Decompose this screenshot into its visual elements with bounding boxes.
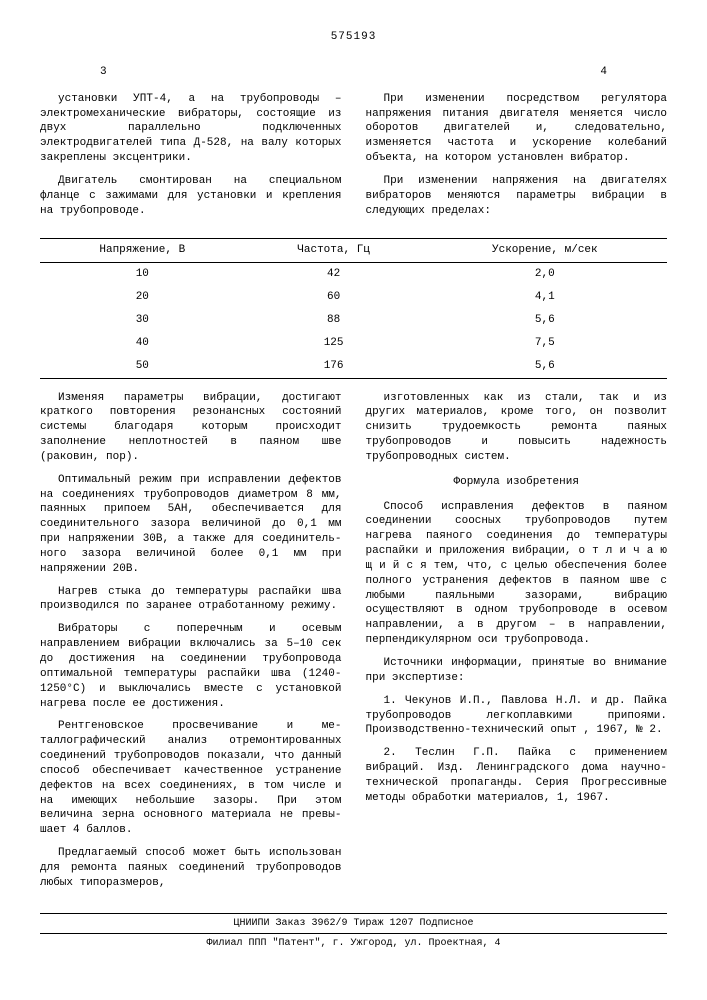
table-row: 401257,5 <box>40 332 667 355</box>
bottom-left-column: Изменяя параметры вибрации, дости­гают к… <box>40 391 342 899</box>
page-numbers: 3 4 <box>40 65 667 80</box>
document-number: 575193 <box>40 30 667 45</box>
paragraph: Изменяя параметры вибрации, дости­гают к… <box>40 391 342 465</box>
paragraph: установки УПТ-4, а на трубопроводы – эле… <box>40 92 342 166</box>
table-row: 30885,6 <box>40 309 667 332</box>
sources-title: Источники информации, принятые во вниман… <box>366 656 668 686</box>
table-cell: 5,6 <box>423 355 667 378</box>
table-cell: 125 <box>245 332 423 355</box>
table-cell: 20 <box>40 286 245 309</box>
table-cell: 7,5 <box>423 332 667 355</box>
page-right: 4 <box>600 65 607 80</box>
page-left: 3 <box>100 65 107 80</box>
table-cell: 50 <box>40 355 245 378</box>
formula-title: Формула изобретения <box>366 475 668 490</box>
table-cell: 88 <box>245 309 423 332</box>
bottom-columns: Изменяя параметры вибрации, дости­гают к… <box>40 391 667 899</box>
paragraph: Рентгеновское просвечивание и ме­таллогр… <box>40 719 342 838</box>
table-cell: 40 <box>40 332 245 355</box>
table-header: Напряжение, В <box>40 239 245 263</box>
footer: ЦНИИПИ Заказ 3962/9 Тираж 1207 Подписное… <box>40 913 667 951</box>
table-cell: 10 <box>40 263 245 286</box>
table-row: 501765,6 <box>40 355 667 378</box>
table-cell: 60 <box>245 286 423 309</box>
table-cell: 42 <box>245 263 423 286</box>
footer-affiliate: Филиал ППП "Патент", г. Ужгород, ул. Про… <box>40 937 667 951</box>
paragraph: Предлагаемый способ может быть ис­пользо… <box>40 846 342 891</box>
paragraph: При изменении напряжения на дви­гателях … <box>366 174 668 219</box>
bottom-right-column: изготовленных как из стали, так и из дру… <box>366 391 668 899</box>
table-cell: 4,1 <box>423 286 667 309</box>
table-header: Частота, Гц <box>245 239 423 263</box>
table-header: Ускорение, м/сек <box>423 239 667 263</box>
table-header-row: Напряжение, В Частота, Гц Ускорение, м/с… <box>40 239 667 263</box>
table-cell: 30 <box>40 309 245 332</box>
paragraph: Оптимальный режим при исправлении дефект… <box>40 473 342 577</box>
paragraph: изготовленных как из стали, так и из дру… <box>366 391 668 465</box>
paragraph: Способ исправления дефектов в пая­ном со… <box>366 500 668 648</box>
paragraph: Вибраторы с поперечным и осевым направле… <box>40 622 342 711</box>
footer-line: ЦНИИПИ Заказ 3962/9 Тираж 1207 Подписное <box>40 913 667 935</box>
top-right-column: При изменении посредством регуля­тора на… <box>366 92 668 227</box>
paragraph: 2. Теслин Г.П. Пайка с применением вибра… <box>366 746 668 805</box>
table-cell: 2,0 <box>423 263 667 286</box>
paragraph: 1. Чекунов И.П., Павлова Н.Л. и др. Пайк… <box>366 694 668 739</box>
top-left-column: установки УПТ-4, а на трубопроводы – эле… <box>40 92 342 227</box>
paragraph: Двигатель смонтирован на специаль­ном фл… <box>40 174 342 219</box>
paragraph: При изменении посредством регуля­тора на… <box>366 92 668 166</box>
table-row: 10422,0 <box>40 263 667 286</box>
table-row: 20604,1 <box>40 286 667 309</box>
table-cell: 5,6 <box>423 309 667 332</box>
vibration-table: Напряжение, В Частота, Гц Ускорение, м/с… <box>40 238 667 378</box>
paragraph: Нагрев стыка до температуры рас­пайки шв… <box>40 585 342 615</box>
top-columns: установки УПТ-4, а на трубопроводы – эле… <box>40 92 667 227</box>
table-cell: 176 <box>245 355 423 378</box>
